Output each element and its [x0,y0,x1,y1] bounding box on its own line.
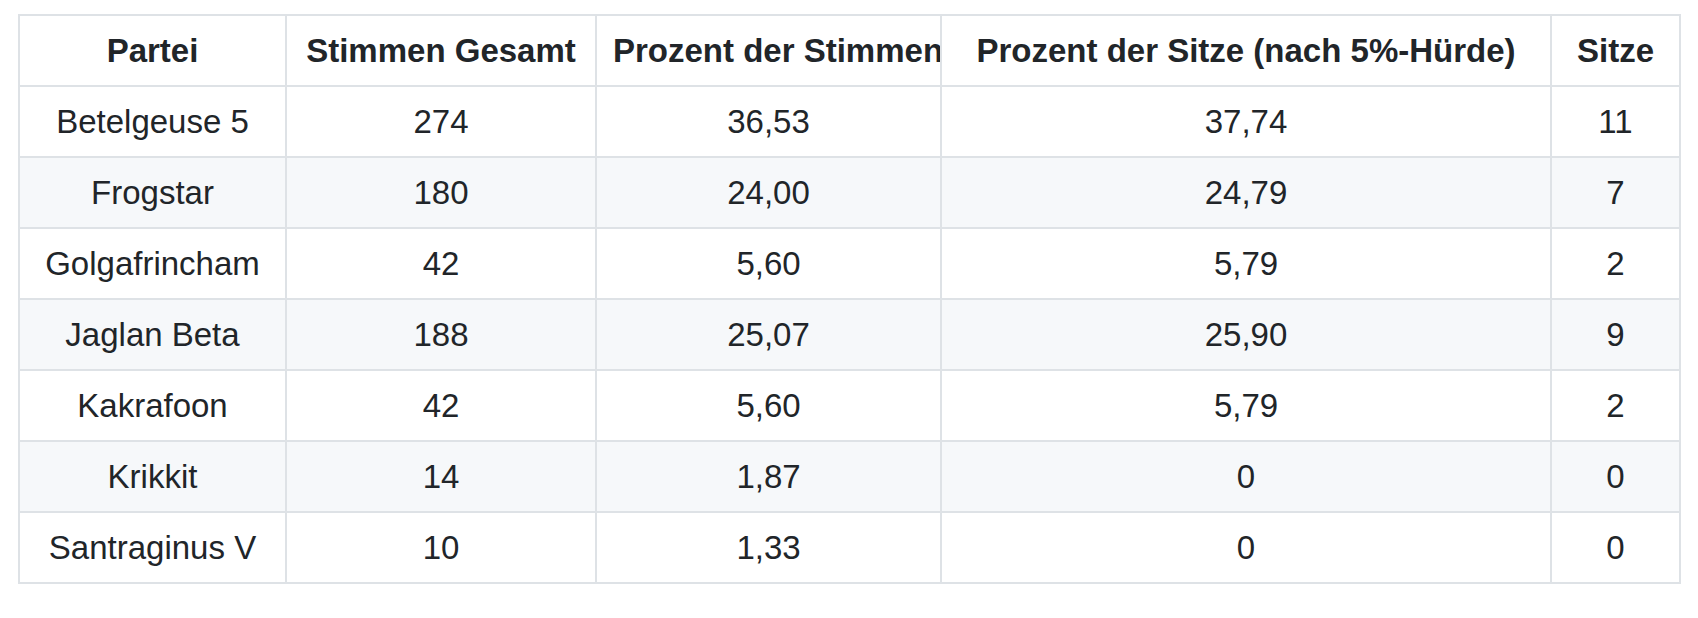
table-row: Krikkit141,8700 [19,441,1680,512]
table-row: Jaglan Beta18825,0725,909 [19,299,1680,370]
cell-partei: Golgafrincham [19,228,286,299]
cell-prozent-der-sitze: 25,90 [941,299,1551,370]
cell-sitze: 0 [1551,441,1680,512]
column-header-sitze: Sitze [1551,15,1680,86]
cell-sitze: 7 [1551,157,1680,228]
cell-prozent-der-stimmen: 25,07 [596,299,941,370]
cell-stimmen-gesamt: 10 [286,512,596,583]
cell-prozent-der-sitze: 0 [941,441,1551,512]
cell-sitze: 0 [1551,512,1680,583]
cell-prozent-der-sitze: 5,79 [941,228,1551,299]
table-row: Frogstar18024,0024,797 [19,157,1680,228]
cell-prozent-der-stimmen: 5,60 [596,370,941,441]
cell-sitze: 2 [1551,228,1680,299]
cell-stimmen-gesamt: 274 [286,86,596,157]
cell-prozent-der-sitze: 37,74 [941,86,1551,157]
cell-partei: Krikkit [19,441,286,512]
cell-stimmen-gesamt: 188 [286,299,596,370]
cell-prozent-der-sitze: 24,79 [941,157,1551,228]
column-header-prozent-der-sitze: Prozent der Sitze (nach 5%-Hürde) [941,15,1551,86]
header-row: Partei Stimmen Gesamt Prozent der Stimme… [19,15,1680,86]
cell-prozent-der-stimmen: 5,60 [596,228,941,299]
cell-sitze: 11 [1551,86,1680,157]
election-results-table: Partei Stimmen Gesamt Prozent der Stimme… [18,14,1681,584]
cell-prozent-der-stimmen: 1,87 [596,441,941,512]
cell-partei: Jaglan Beta [19,299,286,370]
table-row: Kakrafoon425,605,792 [19,370,1680,441]
cell-prozent-der-stimmen: 36,53 [596,86,941,157]
cell-partei: Betelgeuse 5 [19,86,286,157]
cell-prozent-der-sitze: 0 [941,512,1551,583]
column-header-prozent-der-stimmen: Prozent der Stimmen [596,15,941,86]
cell-stimmen-gesamt: 180 [286,157,596,228]
election-results-container: Partei Stimmen Gesamt Prozent der Stimme… [0,0,1698,598]
table-row: Santraginus V101,3300 [19,512,1680,583]
cell-prozent-der-stimmen: 24,00 [596,157,941,228]
cell-sitze: 2 [1551,370,1680,441]
cell-stimmen-gesamt: 14 [286,441,596,512]
cell-partei: Frogstar [19,157,286,228]
column-header-stimmen-gesamt: Stimmen Gesamt [286,15,596,86]
cell-partei: Kakrafoon [19,370,286,441]
cell-partei: Santraginus V [19,512,286,583]
cell-prozent-der-sitze: 5,79 [941,370,1551,441]
table-row: Golgafrincham425,605,792 [19,228,1680,299]
cell-stimmen-gesamt: 42 [286,228,596,299]
cell-sitze: 9 [1551,299,1680,370]
table-body: Betelgeuse 527436,5337,7411Frogstar18024… [19,86,1680,583]
cell-prozent-der-stimmen: 1,33 [596,512,941,583]
table-row: Betelgeuse 527436,5337,7411 [19,86,1680,157]
cell-stimmen-gesamt: 42 [286,370,596,441]
column-header-partei: Partei [19,15,286,86]
